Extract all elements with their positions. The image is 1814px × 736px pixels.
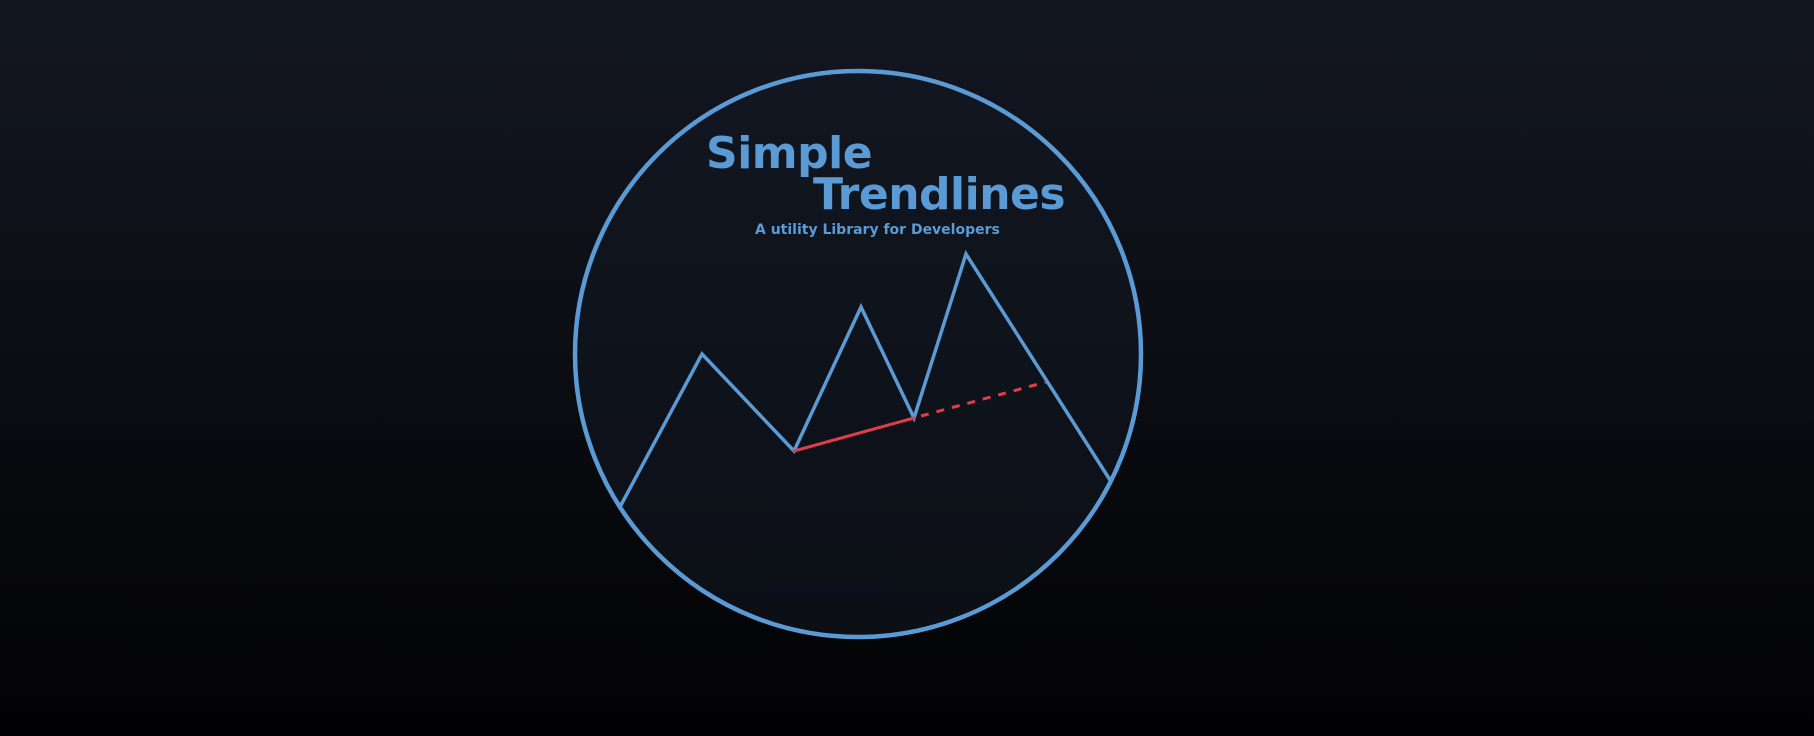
logo-title-trendlines: Trendlines	[813, 169, 1065, 220]
logo-circle	[572, 68, 1144, 640]
logo-title-simple: Simple	[706, 128, 872, 179]
logo-subtitle: A utility Library for Developers	[755, 222, 1000, 238]
trendline-solid	[792, 416, 916, 453]
trendline-projection-dashed	[920, 380, 1047, 418]
zigzag-line-icon	[619, 249, 1112, 507]
